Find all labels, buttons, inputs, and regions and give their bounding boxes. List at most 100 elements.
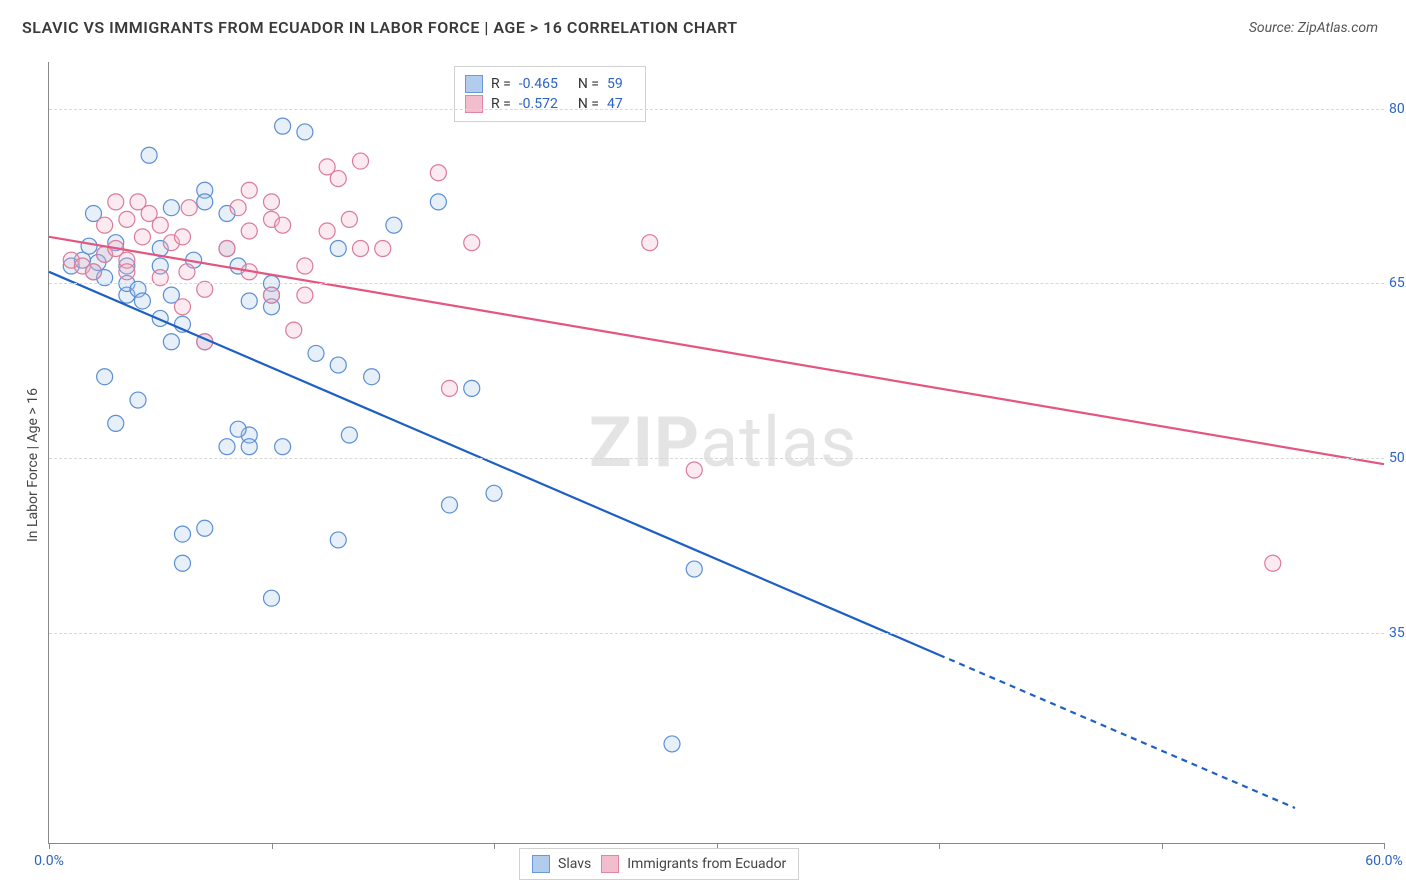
y-tick-label: 65.0%	[1389, 275, 1406, 291]
legend-row-slavs: R = -0.465 N = 59	[465, 75, 635, 93]
data-point-slavs	[264, 590, 280, 606]
data-point-ecuador	[286, 322, 302, 338]
data-point-slavs	[163, 334, 179, 350]
x-tick	[1384, 843, 1385, 849]
data-point-slavs	[175, 555, 191, 571]
trend-line-slavs	[49, 272, 939, 655]
data-point-ecuador	[442, 380, 458, 396]
data-point-ecuador	[642, 235, 658, 251]
data-point-slavs	[442, 497, 458, 513]
data-point-ecuador	[264, 194, 280, 210]
data-point-slavs	[97, 369, 113, 385]
correlation-legend: R = -0.465 N = 59 R = -0.572 N = 47	[454, 66, 646, 122]
chart-title: SLAVIC VS IMMIGRANTS FROM ECUADOR IN LAB…	[22, 18, 738, 37]
legend-label-slavs: Slavs	[558, 856, 591, 872]
data-point-slavs	[241, 293, 257, 309]
data-point-slavs	[241, 439, 257, 455]
data-point-slavs	[330, 357, 346, 373]
data-point-slavs	[163, 200, 179, 216]
data-point-ecuador	[241, 182, 257, 198]
r-value-slavs: -0.465	[519, 76, 558, 92]
data-point-ecuador	[330, 171, 346, 187]
plot-svg	[49, 62, 1384, 843]
data-point-ecuador	[341, 211, 357, 227]
data-point-ecuador	[241, 223, 257, 239]
series-legend: Slavs Immigrants from Ecuador	[519, 848, 799, 880]
data-point-ecuador	[264, 287, 280, 303]
data-point-ecuador	[230, 200, 246, 216]
swatch-slavs	[465, 75, 483, 93]
data-point-ecuador	[297, 287, 313, 303]
data-point-slavs	[686, 561, 702, 577]
gridline	[49, 109, 1384, 110]
scatter-chart: ZIPatlas R = -0.465 N = 59 R = -0.572 N …	[48, 62, 1384, 844]
data-point-ecuador	[297, 258, 313, 274]
data-point-ecuador	[175, 229, 191, 245]
data-point-ecuador	[181, 200, 197, 216]
n-label: N =	[578, 76, 599, 92]
data-point-slavs	[108, 415, 124, 431]
data-point-ecuador	[152, 217, 168, 233]
data-point-slavs	[330, 532, 346, 548]
data-point-slavs	[297, 124, 313, 140]
x-tick	[49, 843, 50, 849]
data-point-slavs	[464, 380, 480, 396]
legend-row-ecuador: R = -0.572 N = 47	[465, 95, 635, 113]
data-point-ecuador	[353, 241, 369, 257]
gridline	[49, 458, 1384, 459]
data-point-slavs	[141, 147, 157, 163]
trend-line-dashed-slavs	[939, 655, 1295, 808]
x-tick	[1162, 843, 1163, 849]
data-point-ecuador	[275, 217, 291, 233]
n-value-slavs: 59	[607, 76, 623, 92]
data-point-slavs	[130, 392, 146, 408]
x-tick	[494, 843, 495, 849]
source-attribution: Source: ZipAtlas.com	[1249, 20, 1378, 36]
data-point-ecuador	[97, 217, 113, 233]
y-tick-label: 50.0%	[1389, 450, 1406, 466]
data-point-ecuador	[108, 194, 124, 210]
data-point-ecuador	[219, 241, 235, 257]
data-point-slavs	[330, 241, 346, 257]
data-point-slavs	[197, 194, 213, 210]
data-point-ecuador	[319, 223, 335, 239]
legend-item-ecuador: Immigrants from Ecuador	[601, 855, 786, 873]
data-point-ecuador	[119, 264, 135, 280]
data-point-slavs	[175, 526, 191, 542]
x-tick-label: 0.0%	[34, 853, 64, 869]
x-tick	[272, 843, 273, 849]
data-point-ecuador	[175, 299, 191, 315]
gridline	[49, 633, 1384, 634]
data-point-ecuador	[686, 462, 702, 478]
data-point-slavs	[197, 520, 213, 536]
data-point-slavs	[275, 118, 291, 134]
data-point-slavs	[341, 427, 357, 443]
x-tick	[939, 843, 940, 849]
gridline	[49, 283, 1384, 284]
data-point-ecuador	[86, 264, 102, 280]
y-axis-label: In Labor Force | Age > 16	[25, 388, 41, 542]
data-point-slavs	[386, 217, 402, 233]
data-point-slavs	[486, 485, 502, 501]
data-point-ecuador	[179, 264, 195, 280]
data-point-ecuador	[1265, 555, 1281, 571]
data-point-slavs	[134, 293, 150, 309]
data-point-ecuador	[134, 229, 150, 245]
data-point-ecuador	[119, 211, 135, 227]
legend-label-ecuador: Immigrants from Ecuador	[627, 856, 786, 872]
y-tick-label: 80.0%	[1389, 101, 1406, 117]
data-point-ecuador	[430, 165, 446, 181]
swatch-slavs-icon	[532, 855, 550, 873]
data-point-slavs	[219, 439, 235, 455]
data-point-slavs	[664, 736, 680, 752]
data-point-ecuador	[375, 241, 391, 257]
swatch-ecuador	[465, 95, 483, 113]
data-point-slavs	[275, 439, 291, 455]
swatch-ecuador-icon	[601, 855, 619, 873]
r-label: R =	[491, 76, 511, 92]
data-point-slavs	[430, 194, 446, 210]
data-point-slavs	[81, 238, 97, 254]
data-point-ecuador	[353, 153, 369, 169]
data-point-slavs	[308, 345, 324, 361]
data-point-ecuador	[464, 235, 480, 251]
